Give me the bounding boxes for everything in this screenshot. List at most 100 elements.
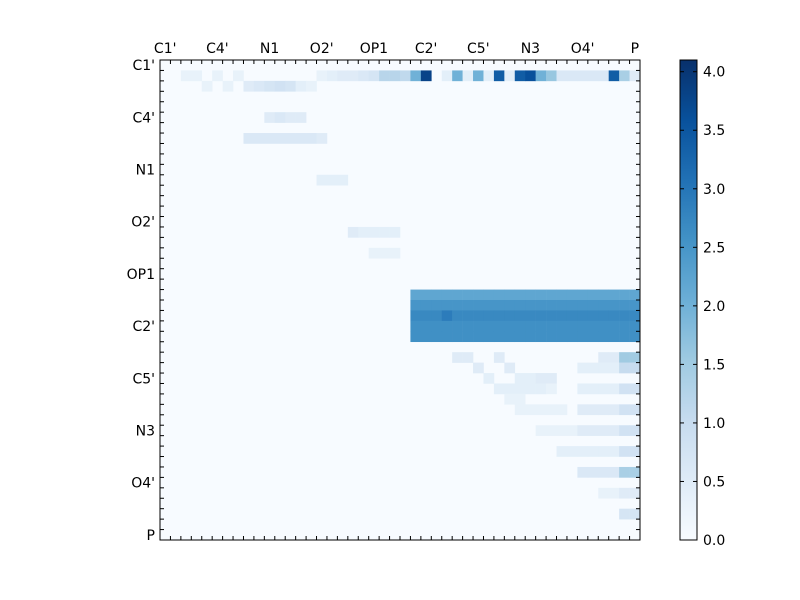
- heatmap-cell: [598, 383, 609, 395]
- heatmap-cells: [160, 60, 641, 540]
- heatmap-cell: [316, 70, 328, 82]
- heatmap-cell: [587, 289, 599, 301]
- heatmap-cell: [462, 352, 474, 363]
- heatmap-cell: [556, 446, 568, 457]
- heatmap-cell: [431, 310, 443, 322]
- heatmap-cell: [525, 383, 536, 395]
- x-axis-tick-labels: C1' C4' N1 O2' OP1 C2' C5' N3 O4' P: [154, 41, 639, 57]
- heatmap-cell: [514, 320, 526, 332]
- heatmap-cell: [608, 331, 620, 343]
- heatmap-cell: [598, 331, 609, 343]
- heatmap-cell: [243, 133, 255, 144]
- heatmap-cell: [368, 226, 380, 238]
- heatmap-cell: [577, 404, 589, 416]
- heatmap-cell: [525, 310, 536, 322]
- heatmap-cell: [452, 320, 463, 332]
- x-tick-label: N1: [260, 41, 279, 57]
- heatmap-cell: [410, 70, 422, 82]
- heatmap-cell: [514, 331, 526, 343]
- heatmap-cell: [295, 133, 307, 144]
- colorbar-tick-label: 2.5: [703, 240, 725, 256]
- heatmap-cell: [212, 70, 223, 82]
- heatmap-cell: [556, 300, 568, 311]
- heatmap-cell: [525, 373, 536, 384]
- y-tick-label: O4': [131, 476, 155, 492]
- heatmap-cell: [379, 247, 390, 259]
- heatmap-cell: [504, 393, 516, 405]
- heatmap-cell: [577, 362, 589, 374]
- heatmap-cell: [295, 80, 307, 92]
- heatmap-cell: [619, 404, 630, 416]
- heatmap-cell: [608, 446, 620, 457]
- heatmap-cell: [535, 331, 547, 343]
- heatmap-cell: [504, 383, 516, 395]
- heatmap-cell: [410, 289, 422, 301]
- heatmap-cell: [619, 508, 630, 520]
- heatmap-cell: [608, 383, 620, 395]
- heatmap-cell: [462, 310, 474, 322]
- heatmap-cell: [295, 112, 307, 123]
- colorbar-ticks: 0.0 0.5 1.0 1.5 2.0 2.5 3.0 3.5 4.0: [680, 65, 725, 549]
- heatmap-cell: [253, 80, 265, 92]
- heatmap-cell: [473, 289, 484, 301]
- heatmap-cell: [556, 331, 568, 343]
- heatmap-cell: [619, 487, 630, 499]
- heatmap-cell: [233, 70, 244, 82]
- heatmap-cell: [431, 289, 443, 301]
- heatmap-cell: [452, 289, 463, 301]
- heatmap-cell: [577, 310, 589, 322]
- heatmap-cell: [483, 373, 495, 384]
- heatmap-cell: [420, 289, 432, 301]
- heatmap-cell: [587, 300, 599, 311]
- heatmap-cell: [608, 289, 620, 301]
- heatmap-cell: [577, 466, 589, 478]
- heatmap-cell: [306, 133, 317, 144]
- heatmap-cell: [493, 320, 505, 332]
- heatmap-cell: [525, 331, 536, 343]
- heatmap-cell: [556, 404, 568, 416]
- heatmap-cell: [379, 226, 390, 238]
- heatmap-cell: [566, 289, 578, 301]
- heatmap-cell: [556, 425, 568, 436]
- heatmap-cell: [473, 70, 484, 82]
- colorbar-tick-label: 3.5: [703, 123, 725, 139]
- heatmap-cell: [222, 80, 234, 92]
- heatmap-cell: [514, 300, 526, 311]
- heatmap-cell: [535, 373, 547, 384]
- heatmap-cell: [264, 133, 276, 144]
- heatmap-cell: [546, 289, 557, 301]
- colorbar-tick-label: 3.0: [703, 182, 725, 198]
- heatmap-cell: [504, 362, 516, 374]
- y-axis-tick-labels: C1' C4' N1 O2' OP1 C2' C5' N3 O4' P: [127, 58, 155, 544]
- heatmap-cell: [504, 289, 516, 301]
- y-tick-label: C2': [132, 319, 155, 335]
- heatmap-cell: [629, 310, 641, 322]
- heatmap-cell: [326, 174, 338, 186]
- x-tick-label: C1': [154, 41, 177, 57]
- heatmap-cell: [274, 80, 286, 92]
- heatmap-cell: [608, 70, 620, 82]
- heatmap-cell: [368, 70, 380, 82]
- heatmap-cell: [504, 310, 516, 322]
- heatmap-cell: [587, 310, 599, 322]
- y-tick-label: C4': [132, 110, 155, 126]
- heatmap-cell: [337, 174, 349, 186]
- heatmap-cell: [493, 352, 505, 363]
- heatmap-cell: [546, 404, 557, 416]
- heatmap-cell: [587, 446, 599, 457]
- heatmap-cell: [619, 300, 630, 311]
- heatmap-cell: [420, 331, 432, 343]
- heatmap-cell: [514, 310, 526, 322]
- heatmap-cell: [180, 70, 192, 82]
- heatmap-cell: [619, 425, 630, 436]
- heatmap-cell: [368, 247, 380, 259]
- heatmap-cell: [347, 70, 359, 82]
- heatmap-cell: [514, 289, 526, 301]
- heatmap-cell: [598, 466, 609, 478]
- heatmap-cell: [483, 300, 495, 311]
- y-tick-label: P: [147, 528, 155, 544]
- heatmap-cell: [389, 226, 401, 238]
- heatmap-cell: [598, 446, 609, 457]
- heatmap-cell: [629, 446, 641, 457]
- heatmap-cell: [629, 289, 641, 301]
